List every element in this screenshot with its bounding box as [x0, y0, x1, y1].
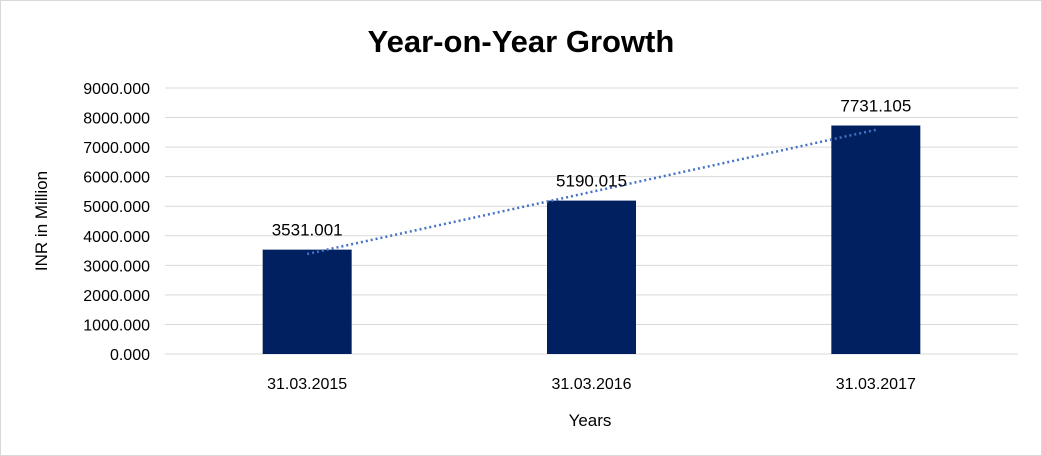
y-tick-label: 1000.000 [83, 317, 150, 334]
bar [547, 200, 636, 354]
data-labels: 3531.001 5190.015 7731.105 [272, 97, 912, 240]
y-tick-label: 4000.000 [83, 229, 150, 246]
data-label: 3531.001 [272, 221, 343, 240]
bar [262, 249, 352, 354]
y-axis-ticks: 0.000 1000.000 2000.000 3000.000 4000.000 500… [83, 81, 150, 364]
y-tick-label: 8000.000 [83, 111, 150, 128]
y-axis-label: INR in Million [32, 171, 51, 271]
y-tick-label: 3000.000 [83, 258, 150, 275]
x-tick-label: 31.03.2015 [267, 376, 347, 393]
trendline [306, 128, 877, 256]
data-label: 7731.105 [840, 97, 911, 116]
data-label: 5190.015 [556, 172, 627, 191]
y-tick-label: 7000.000 [83, 140, 150, 157]
y-tick-label: 6000.000 [83, 170, 150, 187]
bars [262, 125, 921, 354]
chart-title: Year-on-Year Growth [368, 24, 675, 59]
y-tick-label: 9000.000 [83, 81, 150, 98]
x-axis-label: Years [569, 411, 612, 430]
trendline-group [306, 128, 877, 256]
x-tick-label: 31.03.2017 [836, 376, 916, 393]
y-tick-label: 2000.000 [83, 288, 150, 305]
bar [831, 125, 921, 354]
y-tick-label: 0.000 [110, 347, 150, 364]
x-axis-ticks: 31.03.2015 31.03.2016 31.03.2017 [267, 376, 916, 393]
x-tick-label: 31.03.2016 [551, 376, 631, 393]
y-tick-label: 5000.000 [83, 199, 150, 216]
